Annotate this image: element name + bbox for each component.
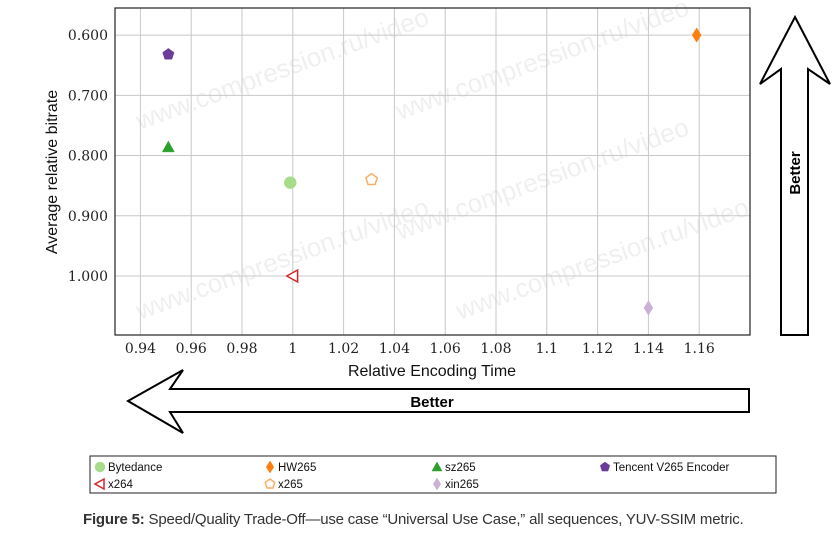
legend-marker-icon <box>599 461 611 472</box>
caption-text: Speed/Quality Trade-Off—use case “Univer… <box>144 511 744 528</box>
legend-label: Bytedance <box>108 462 162 474</box>
watermark-text: www.compression.ru/video <box>391 0 693 126</box>
y-tick-label: 0.700 <box>68 88 108 104</box>
point-sz265 <box>161 140 175 153</box>
x-axis-label: Relative Encoding Time <box>348 363 516 380</box>
legend-marker-icon <box>93 477 105 491</box>
legend-marker-icon <box>265 460 275 474</box>
point-x264 <box>285 268 299 284</box>
y-tick-label: 0.800 <box>68 149 108 165</box>
watermark: www.compression.ru/videowww.compression.… <box>131 0 753 326</box>
grid <box>115 8 750 335</box>
legend-label: x264 <box>108 479 134 491</box>
legend: Bytedance HW265 sz265 Tencent V265 Encoder x… <box>89 455 777 494</box>
legend-marker-icon <box>94 461 106 473</box>
plot-frame <box>114 7 751 336</box>
y-axis-ticks: 0.600 0.700 0.800 0.900 1.000 <box>68 28 108 285</box>
figure-caption: Figure 5: Speed/Quality Trade-Off—use ca… <box>83 511 744 528</box>
y-axis-label: Average relative bitrate <box>44 90 61 254</box>
watermark-text: www.compression.ru/video <box>131 192 433 326</box>
point-tencent-v265-encoder <box>162 48 175 60</box>
point-bytedance <box>284 176 297 189</box>
x-tick-label: 1.02 <box>328 341 359 357</box>
legend-item: HW265 <box>265 460 316 474</box>
x-tick-label: 1.06 <box>430 341 461 357</box>
vertical-arrow-label: Better <box>787 151 804 195</box>
y-tick-label: 0.900 <box>68 209 108 225</box>
legend-marker-icon <box>431 461 443 472</box>
legend-label: xin265 <box>445 479 479 491</box>
y-tick-label: 1.000 <box>68 269 108 285</box>
x-tick-label: 0.94 <box>125 341 156 357</box>
legend-label: HW265 <box>278 462 316 474</box>
point-hw265 <box>691 27 702 43</box>
x-tick-label: 1.12 <box>582 341 613 357</box>
vertical-better-arrow: Better <box>759 14 831 336</box>
x-tick-label: 1.14 <box>633 341 664 357</box>
x-tick-label: 1.1 <box>536 341 558 357</box>
watermark-text: www.compression.ru/video <box>131 2 433 136</box>
legend-label: sz265 <box>445 462 476 474</box>
x-tick-label: 0.98 <box>226 341 257 357</box>
legend-item: Bytedance <box>94 461 162 474</box>
x-axis-ticks: 0.94 0.96 0.98 1 1.02 1.04 1.06 1.08 1.1 1.12 1.14… <box>125 341 715 357</box>
point-xin265 <box>643 300 654 316</box>
caption-label: Figure 5: <box>83 511 145 528</box>
legend-label: x265 <box>278 479 303 491</box>
y-tick-label: 0.600 <box>68 28 108 44</box>
legend-marker-icon <box>264 478 276 489</box>
legend-item: xin265 <box>432 477 479 491</box>
x-tick-label: 1.08 <box>480 341 511 357</box>
x-tick-label: 1.04 <box>379 341 410 357</box>
x-tick-label: 1.16 <box>684 341 715 357</box>
legend-item: x264 <box>93 477 134 491</box>
horizontal-better-arrow: Better <box>125 369 750 434</box>
x-tick-label: 0.96 <box>176 341 207 357</box>
legend-item: Tencent V265 Encoder <box>599 461 730 474</box>
x-tick-label: 1 <box>288 341 297 357</box>
legend-marker-icon <box>432 477 442 491</box>
legend-label: Tencent V265 Encoder <box>613 462 730 474</box>
legend-item: x265 <box>264 478 303 491</box>
point-x265 <box>364 172 379 186</box>
horizontal-arrow-label: Better <box>410 394 454 411</box>
legend-item: sz265 <box>431 461 476 474</box>
data-points <box>161 27 702 316</box>
